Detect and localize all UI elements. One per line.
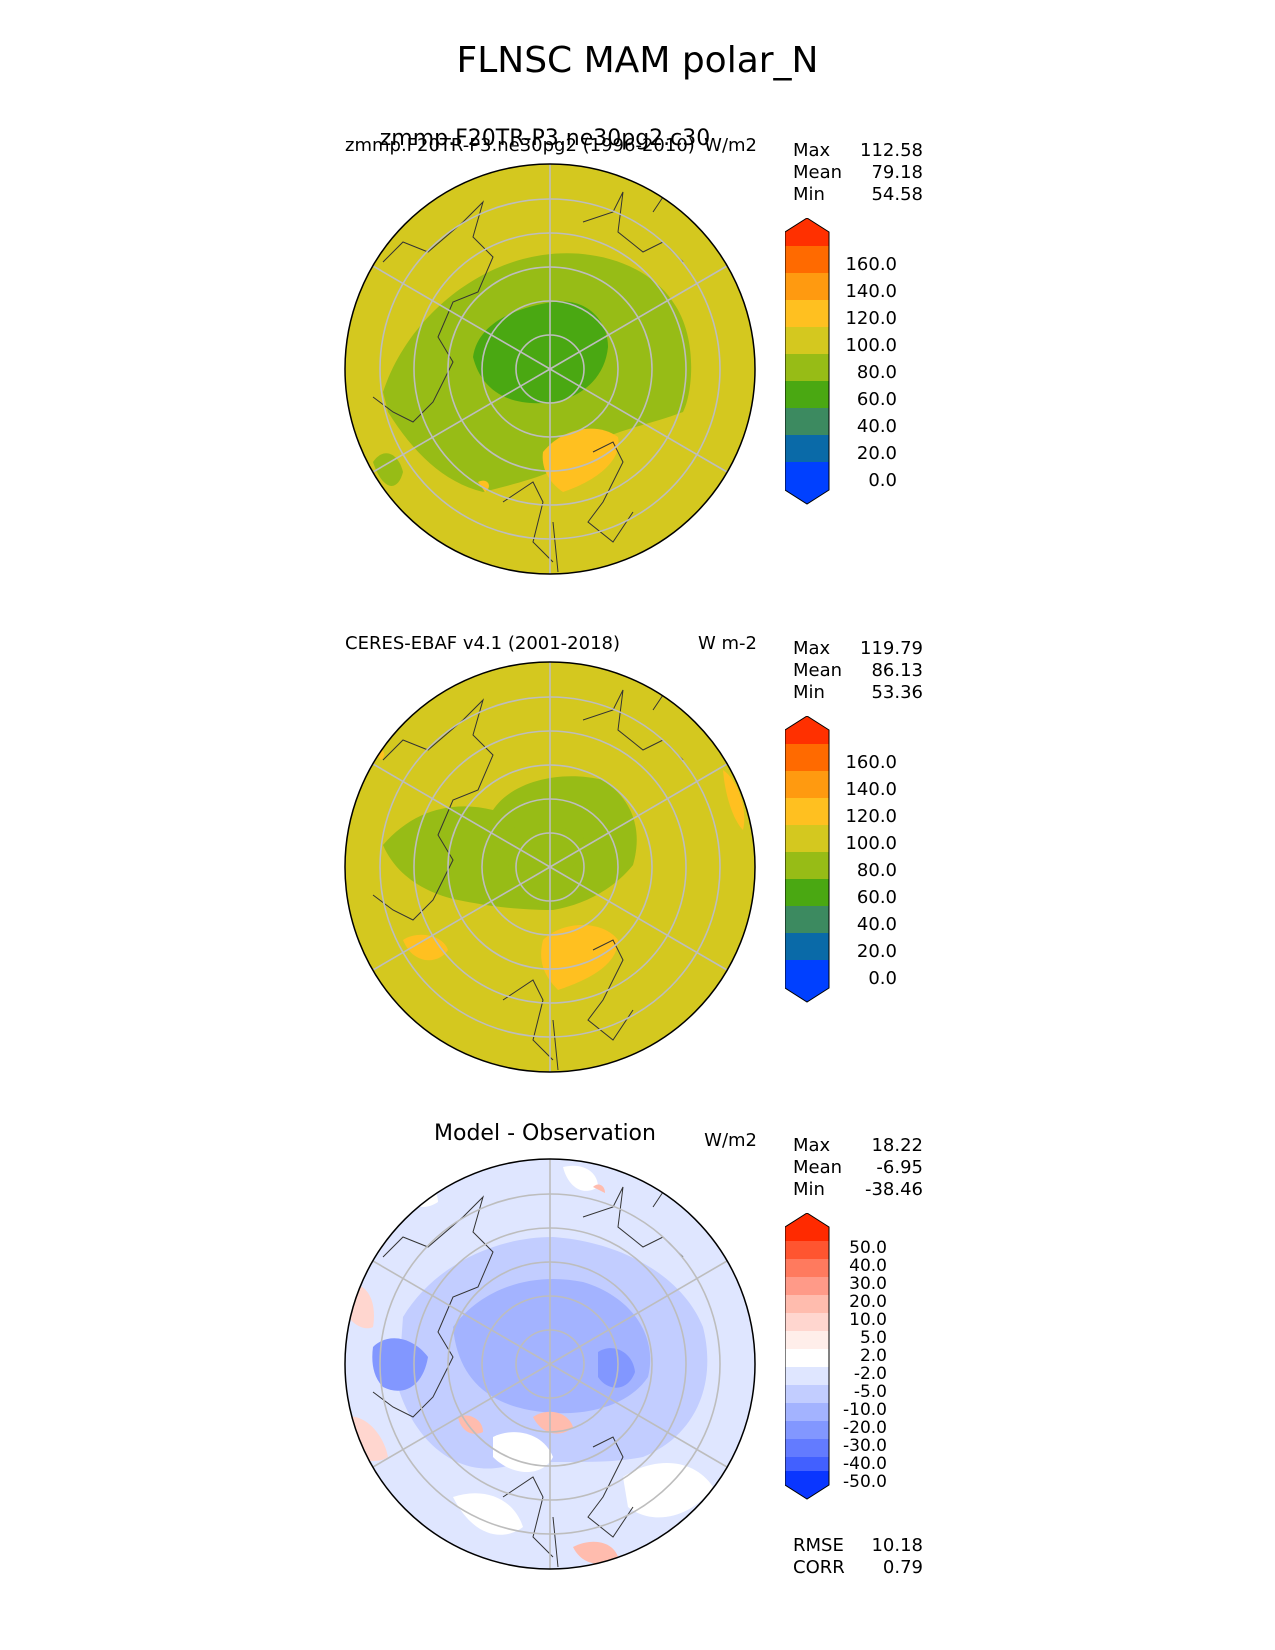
corr-value: 0.79 (882, 1557, 923, 1578)
colorbar-tick: 120.0 (845, 806, 897, 827)
panel-left-title: CERES-EBAF v4.1 (2001-2018) (345, 633, 621, 654)
rmse-value: 10.18 (871, 1535, 923, 1556)
colorbar-tick: 120.0 (845, 308, 897, 329)
colorbar-tick: 140.0 (845, 281, 897, 302)
colorbar-tick: 20.0 (849, 1292, 887, 1312)
colorbar-tick: 40.0 (856, 416, 897, 437)
mean-label: Mean (793, 1157, 843, 1178)
min-value: 54.58 (871, 184, 923, 205)
panel-center-title: zmmp.F20TR-P3.ne30pg2.c30 (379, 126, 711, 151)
colorbar-difference (785, 1213, 830, 1500)
colorbar-tick: 140.0 (845, 779, 897, 800)
colorbar-tick: 160.0 (845, 254, 897, 275)
stats-box: Max 119.79 Mean 86.13 Min 53.36 (793, 638, 923, 704)
colorbar-tick: 50.0 (849, 1238, 887, 1258)
polar-map-test (344, 163, 756, 575)
colorbar-tick: 10.0 (849, 1310, 887, 1330)
units-label: W/m2 (704, 1130, 757, 1151)
min-value: -38.46 (864, 1179, 923, 1200)
panel-reference: CERES-EBAF v4.1 (2001-2018) W m-2 Max 119… (0, 628, 1275, 1108)
colorbar-tick: 160.0 (845, 752, 897, 773)
mean-value: 86.13 (871, 660, 923, 681)
colorbar-tick: 80.0 (856, 860, 897, 881)
colorbar-test (785, 218, 830, 505)
colorbar-tick: 60.0 (856, 389, 897, 410)
mean-label: Mean (793, 162, 843, 183)
colorbar-tick: 100.0 (845, 833, 897, 854)
colorbar-tick: -40.0 (843, 1454, 887, 1474)
colorbar-tick: 0.0 (868, 968, 897, 989)
stats-box: Max 18.22 Mean -6.95 Min -38.46 (793, 1135, 923, 1201)
metrics-box: RMSE 10.18 CORR 0.79 (793, 1535, 923, 1579)
colorbar-tick: 20.0 (856, 443, 897, 464)
panel-difference: Model - Observation W/m2 Max 18.22 Mean -6… (0, 1121, 1275, 1605)
panel-center-title: Model - Observation (434, 1121, 656, 1146)
colorbar-tick: 30.0 (849, 1274, 887, 1294)
colorbar-tick: 20.0 (856, 941, 897, 962)
mean-label: Mean (793, 660, 843, 681)
corr-label: CORR (793, 1557, 845, 1578)
units-label: W m-2 (697, 633, 757, 654)
page-title: FLNSC MAM polar_N (456, 40, 819, 81)
max-label: Max (793, 638, 831, 659)
min-label: Min (793, 682, 825, 703)
colorbar-tick: 5.0 (859, 1328, 887, 1348)
colorbar-tick: -20.0 (843, 1418, 887, 1438)
panel-left-title: zmmp.F20TR-P3.ne30pg2 (1996-2010) (345, 135, 695, 156)
colorbar-tick: -2.0 (853, 1364, 887, 1384)
max-label: Max (793, 140, 831, 161)
colorbar-tick: 40.0 (856, 914, 897, 935)
colorbar-reference (785, 716, 830, 1003)
max-label: Max (793, 1135, 831, 1156)
max-value: 112.58 (860, 140, 923, 161)
colorbar-tick: 60.0 (856, 887, 897, 908)
colorbar-tick: 100.0 (845, 335, 897, 356)
colorbar-tick: -5.0 (853, 1382, 887, 1402)
mean-value: -6.95 (876, 1157, 923, 1178)
polar-map-reference (344, 661, 756, 1073)
colorbar-tick: 0.0 (868, 470, 897, 491)
colorbar-tick: 2.0 (859, 1346, 887, 1366)
min-label: Min (793, 184, 825, 205)
colorbar-tick: -10.0 (843, 1400, 887, 1420)
colorbar-tick: -50.0 (843, 1472, 887, 1492)
colorbar-tick: -30.0 (843, 1436, 887, 1456)
colorbar-tick: 80.0 (856, 362, 897, 383)
min-value: 53.36 (871, 682, 923, 703)
mean-value: 79.18 (871, 162, 923, 183)
max-value: 18.22 (871, 1135, 923, 1156)
min-label: Min (793, 1179, 825, 1200)
panel-test: zmmp.F20TR-P3.ne30pg2 (1996-2010) zmmp.F… (0, 126, 1275, 610)
stats-box: Max 112.58 Mean 79.18 Min 54.58 (793, 140, 923, 206)
max-value: 119.79 (860, 638, 923, 659)
colorbar-tick: 40.0 (849, 1256, 887, 1276)
rmse-label: RMSE (793, 1535, 844, 1556)
units-label: W/m2 (704, 135, 757, 156)
polar-map-difference (344, 1158, 756, 1570)
